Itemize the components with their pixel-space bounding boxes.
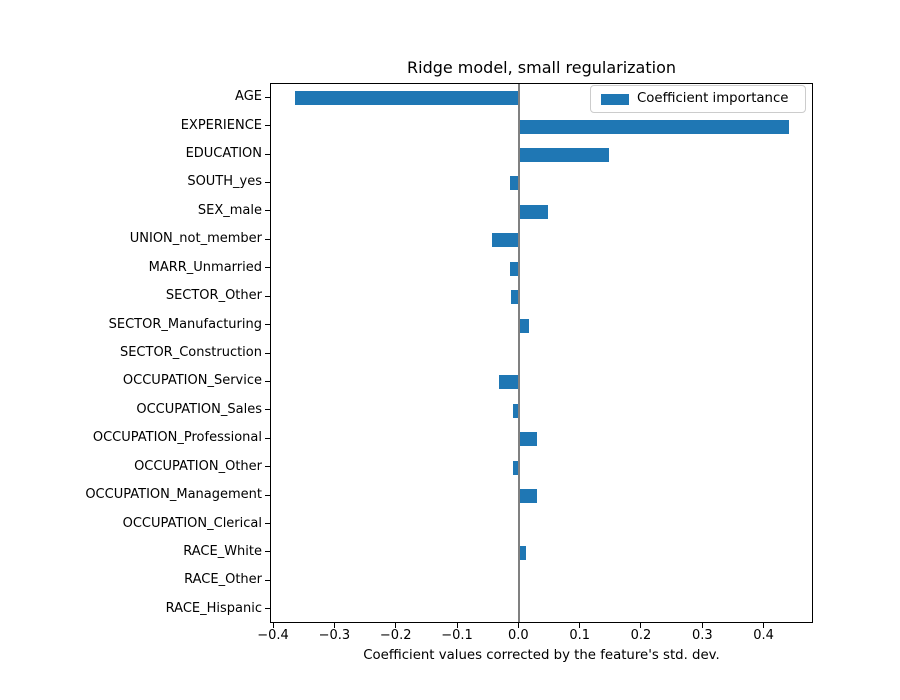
bar <box>519 119 789 134</box>
y-tick-label: EXPERIENCE <box>180 117 262 133</box>
y-tick-label: SECTOR_Manufacturing <box>108 316 262 332</box>
x-tick-label: 0.1 <box>569 628 591 643</box>
legend-color-patch <box>601 94 629 105</box>
x-tick-label: −0.4 <box>257 628 289 643</box>
x-tick-mark <box>701 623 703 628</box>
y-tick-label: EDUCATION <box>185 146 262 162</box>
bar <box>509 176 520 191</box>
y-tick-label: OCCUPATION_Clerical <box>122 515 262 531</box>
bar <box>519 318 529 333</box>
bar <box>512 403 520 418</box>
y-tick-mark <box>265 125 270 127</box>
y-tick-mark <box>265 608 270 610</box>
legend: Coefficient importance <box>590 85 806 113</box>
bar <box>519 545 527 560</box>
chart-title: Ridge model, small regularization <box>407 58 676 77</box>
y-tick-label: SECTOR_Other <box>165 288 262 304</box>
x-tick-mark <box>456 623 458 628</box>
bar <box>492 233 520 248</box>
bar <box>519 489 538 504</box>
x-tick-label: −0.1 <box>441 628 473 643</box>
y-tick-label: OCCUPATION_Other <box>134 458 262 474</box>
bar <box>510 261 520 276</box>
x-tick-mark <box>763 623 765 628</box>
y-tick-mark <box>265 181 270 183</box>
y-tick-mark <box>265 210 270 212</box>
y-tick-label: RACE_Other <box>184 572 262 588</box>
y-tick-mark <box>265 380 270 382</box>
y-tick-label: RACE_White <box>183 543 262 559</box>
legend-label: Coefficient importance <box>637 91 789 106</box>
y-tick-mark <box>265 466 270 468</box>
y-tick-mark <box>265 494 270 496</box>
x-tick-label: 0.2 <box>630 628 652 643</box>
y-tick-mark <box>265 324 270 326</box>
x-tick-mark <box>517 623 519 628</box>
y-tick-mark <box>265 352 270 354</box>
y-tick-mark <box>265 551 270 553</box>
x-tick-label: −0.3 <box>318 628 351 643</box>
y-tick-label: OCCUPATION_Service <box>122 373 262 389</box>
x-tick-label: 0.0 <box>508 628 529 643</box>
y-tick-mark <box>265 238 270 240</box>
y-tick-label: OCCUPATION_Sales <box>136 401 262 417</box>
bar <box>519 432 538 447</box>
y-tick-label: SEX_male <box>197 202 262 218</box>
y-tick-mark <box>265 523 270 525</box>
x-axis-label: Coefficient values corrected by the feat… <box>363 648 720 663</box>
x-tick-mark <box>272 623 274 628</box>
y-tick-mark <box>265 267 270 269</box>
axes <box>270 83 813 623</box>
zero-line <box>518 84 521 622</box>
bar <box>499 375 520 390</box>
y-tick-label: OCCUPATION_Professional <box>92 430 262 446</box>
y-tick-label: SECTOR_Construction <box>119 345 262 360</box>
y-tick-label: OCCUPATION_Management <box>85 487 262 503</box>
y-tick-label: RACE_Hispanic <box>165 600 262 616</box>
x-tick-label: 0.3 <box>691 628 713 643</box>
x-tick-label: −0.2 <box>379 628 412 643</box>
bar <box>512 460 520 475</box>
y-tick-mark <box>265 96 270 98</box>
y-tick-label: AGE <box>235 89 262 105</box>
y-tick-mark <box>265 579 270 581</box>
y-tick-mark <box>265 409 270 411</box>
x-tick-mark <box>395 623 397 628</box>
bar <box>294 91 520 106</box>
x-tick-mark <box>579 623 581 628</box>
bar <box>519 204 549 219</box>
y-tick-label: SOUTH_yes <box>187 174 262 190</box>
x-tick-label: 0.4 <box>753 628 774 643</box>
bar <box>510 290 520 305</box>
x-tick-mark <box>333 623 335 628</box>
x-tick-mark <box>640 623 642 628</box>
y-tick-mark <box>265 437 270 439</box>
y-tick-mark <box>265 295 270 297</box>
y-tick-label: MARR_Unmarried <box>148 259 262 275</box>
y-tick-label: UNION_not_member <box>129 231 262 247</box>
bar <box>519 148 610 163</box>
y-tick-mark <box>265 153 270 155</box>
